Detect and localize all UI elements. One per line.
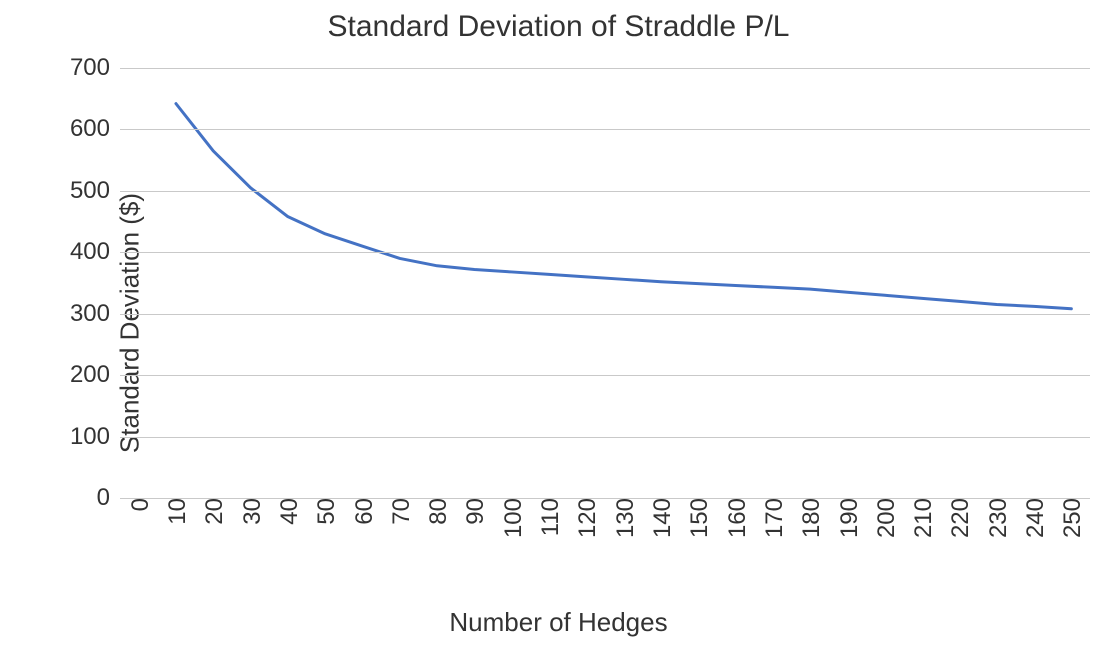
x-tick-label: 100 <box>496 498 528 538</box>
chart-title: Standard Deviation of Straddle P/L <box>0 10 1117 44</box>
gridline <box>120 129 1090 130</box>
x-tick-label: 200 <box>869 498 901 538</box>
gridline <box>120 437 1090 438</box>
x-tick-label: 220 <box>943 498 975 538</box>
x-tick-label: 240 <box>1018 498 1050 538</box>
x-tick-label: 50 <box>309 498 341 525</box>
x-axis-label: Number of Hedges <box>0 607 1117 638</box>
gridline <box>120 191 1090 192</box>
x-tick-label: 60 <box>347 498 379 525</box>
x-tick-label: 140 <box>645 498 677 538</box>
gridline <box>120 68 1090 69</box>
y-tick-label: 500 <box>70 177 110 205</box>
x-tick-label: 70 <box>384 498 416 525</box>
y-tick-label: 400 <box>70 238 110 266</box>
x-tick-label: 80 <box>421 498 453 525</box>
gridline <box>120 314 1090 315</box>
x-tick-label: 0 <box>123 498 155 511</box>
x-tick-label: 170 <box>757 498 789 538</box>
gridline <box>120 375 1090 376</box>
chart-container: Standard Deviation of Straddle P/L Stand… <box>0 0 1117 646</box>
x-tick-label: 130 <box>608 498 640 538</box>
x-tick-label: 230 <box>981 498 1013 538</box>
x-tick-label: 150 <box>682 498 714 538</box>
x-tick-label: 110 <box>533 498 565 536</box>
plot-area: 0100200300400500600700010203040506070809… <box>120 68 1090 498</box>
gridline <box>120 252 1090 253</box>
x-tick-label: 120 <box>570 498 602 538</box>
y-tick-label: 600 <box>70 115 110 143</box>
x-tick-label: 10 <box>160 498 192 525</box>
data-line <box>176 104 1071 309</box>
y-tick-label: 300 <box>70 300 110 328</box>
y-tick-label: 100 <box>70 423 110 451</box>
y-tick-label: 700 <box>70 54 110 82</box>
x-tick-label: 40 <box>272 498 304 525</box>
x-tick-label: 180 <box>794 498 826 538</box>
x-tick-label: 190 <box>832 498 864 538</box>
y-tick-label: 0 <box>97 484 110 512</box>
x-tick-label: 90 <box>458 498 490 525</box>
x-tick-label: 250 <box>1055 498 1087 538</box>
x-tick-label: 30 <box>235 498 267 525</box>
y-tick-label: 200 <box>70 361 110 389</box>
x-tick-label: 210 <box>906 498 938 538</box>
x-tick-label: 20 <box>197 498 229 525</box>
x-tick-label: 160 <box>720 498 752 538</box>
line-series <box>120 68 1090 498</box>
